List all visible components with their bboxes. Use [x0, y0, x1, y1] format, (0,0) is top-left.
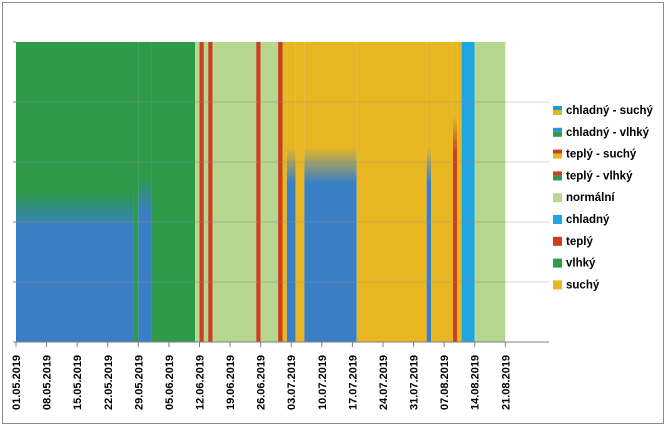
legend-swatch: [553, 153, 562, 159]
x-tick-label: 26.06.2019: [256, 355, 268, 410]
segment-suchý: [457, 42, 462, 342]
segment-normální: [195, 42, 200, 342]
legend-swatch: [553, 110, 562, 115]
segment-teplý: [208, 42, 213, 342]
legend-swatch: [553, 236, 562, 246]
x-tick-label: 07.08.2019: [439, 355, 451, 410]
x-axis: 01.05.2019 08.05.2019 15.05.2019 22.05.2019…: [11, 341, 549, 410]
x-tick-label: 24.07.2019: [378, 355, 390, 410]
chart-canvas: 01.05.2019 08.05.2019 15.05.2019 22.05.2019…: [11, 41, 654, 410]
legend-label: suchý: [566, 279, 600, 291]
legend-swatch: [553, 258, 562, 268]
segment-normální: [474, 42, 506, 342]
legend-item: suchý: [553, 279, 600, 291]
legend-item: chladný - vlhký: [553, 127, 650, 139]
legend-item: teplý - suchý: [553, 149, 637, 161]
x-tick-label: 22.05.2019: [103, 355, 115, 410]
legend-item: normální: [553, 192, 615, 204]
segment-suchý: [431, 42, 453, 342]
legend-swatch: [553, 149, 562, 154]
segment-suchý: [282, 42, 287, 342]
segment-suchý: [426, 42, 432, 342]
legend: chladný - suchý chladný - vlhký teplý - su…: [553, 105, 654, 291]
plot-area: [16, 42, 506, 342]
legend-swatch: [553, 215, 562, 224]
x-tick-label: 14.08.2019: [470, 355, 482, 410]
segment-suchý: [295, 42, 305, 342]
segment-normální: [260, 42, 279, 342]
legend-item: vlhký: [553, 258, 596, 270]
legend-item: chladný - suchý: [553, 105, 654, 117]
segment-teplý: [199, 42, 204, 342]
segment-suchý: [356, 42, 427, 342]
x-tick-label: 05.06.2019: [164, 355, 176, 410]
x-tick-label: 08.05.2019: [42, 355, 54, 410]
x-tick-label: 12.06.2019: [194, 355, 206, 410]
legend-swatch: [553, 127, 562, 132]
segment-teplý: [278, 42, 283, 342]
legend-item: teplý: [553, 236, 593, 248]
x-tick-label: 29.05.2019: [133, 355, 145, 410]
legend-label: chladný - vlhký: [566, 127, 650, 139]
legend-swatch: [553, 193, 562, 203]
segment-suchý: [452, 42, 458, 342]
legend-swatch: [553, 171, 562, 176]
grid-lines: [13, 41, 549, 343]
segment-normální: [212, 42, 257, 342]
legend-swatch: [553, 131, 562, 137]
legend-swatch: [553, 106, 562, 110]
legend-label: chladný: [566, 214, 610, 226]
legend-swatch: [553, 175, 562, 181]
segment-vlhký: [16, 42, 134, 342]
legend-label: teplý: [566, 236, 593, 248]
legend-label: normální: [566, 192, 615, 204]
segment-vlhký: [138, 42, 152, 342]
x-tick-label: 17.07.2019: [347, 355, 359, 410]
segment-suchý: [286, 42, 296, 342]
legend-item: chladný: [553, 214, 610, 226]
segment-vlhký: [133, 42, 139, 342]
segment-chladný: [461, 42, 475, 342]
x-tick-label: 10.07.2019: [317, 355, 329, 410]
x-tick-label: 19.06.2019: [225, 355, 237, 410]
legend-label: teplý - vlhký: [566, 170, 633, 182]
legend-swatch: [553, 280, 562, 290]
chart-frame: 01.05.2019 08.05.2019 15.05.2019 22.05.2019…: [2, 2, 664, 424]
x-tick-label: 03.07.2019: [286, 355, 298, 410]
x-tick-label: 01.05.2019: [11, 355, 23, 410]
x-tick-label: 31.07.2019: [409, 355, 421, 410]
segment-suchý: [304, 42, 357, 342]
legend-item: teplý - vlhký: [553, 170, 633, 182]
legend-label: vlhký: [566, 258, 596, 270]
x-tick-label: 15.05.2019: [72, 355, 84, 410]
legend-label: chladný - suchý: [566, 105, 654, 117]
segment-vlhký: [151, 42, 196, 342]
x-tick-label: 21.08.2019: [500, 355, 512, 410]
segment-normální: [203, 42, 209, 342]
legend-label: teplý - suchý: [566, 149, 637, 161]
segment-teplý: [256, 42, 261, 342]
